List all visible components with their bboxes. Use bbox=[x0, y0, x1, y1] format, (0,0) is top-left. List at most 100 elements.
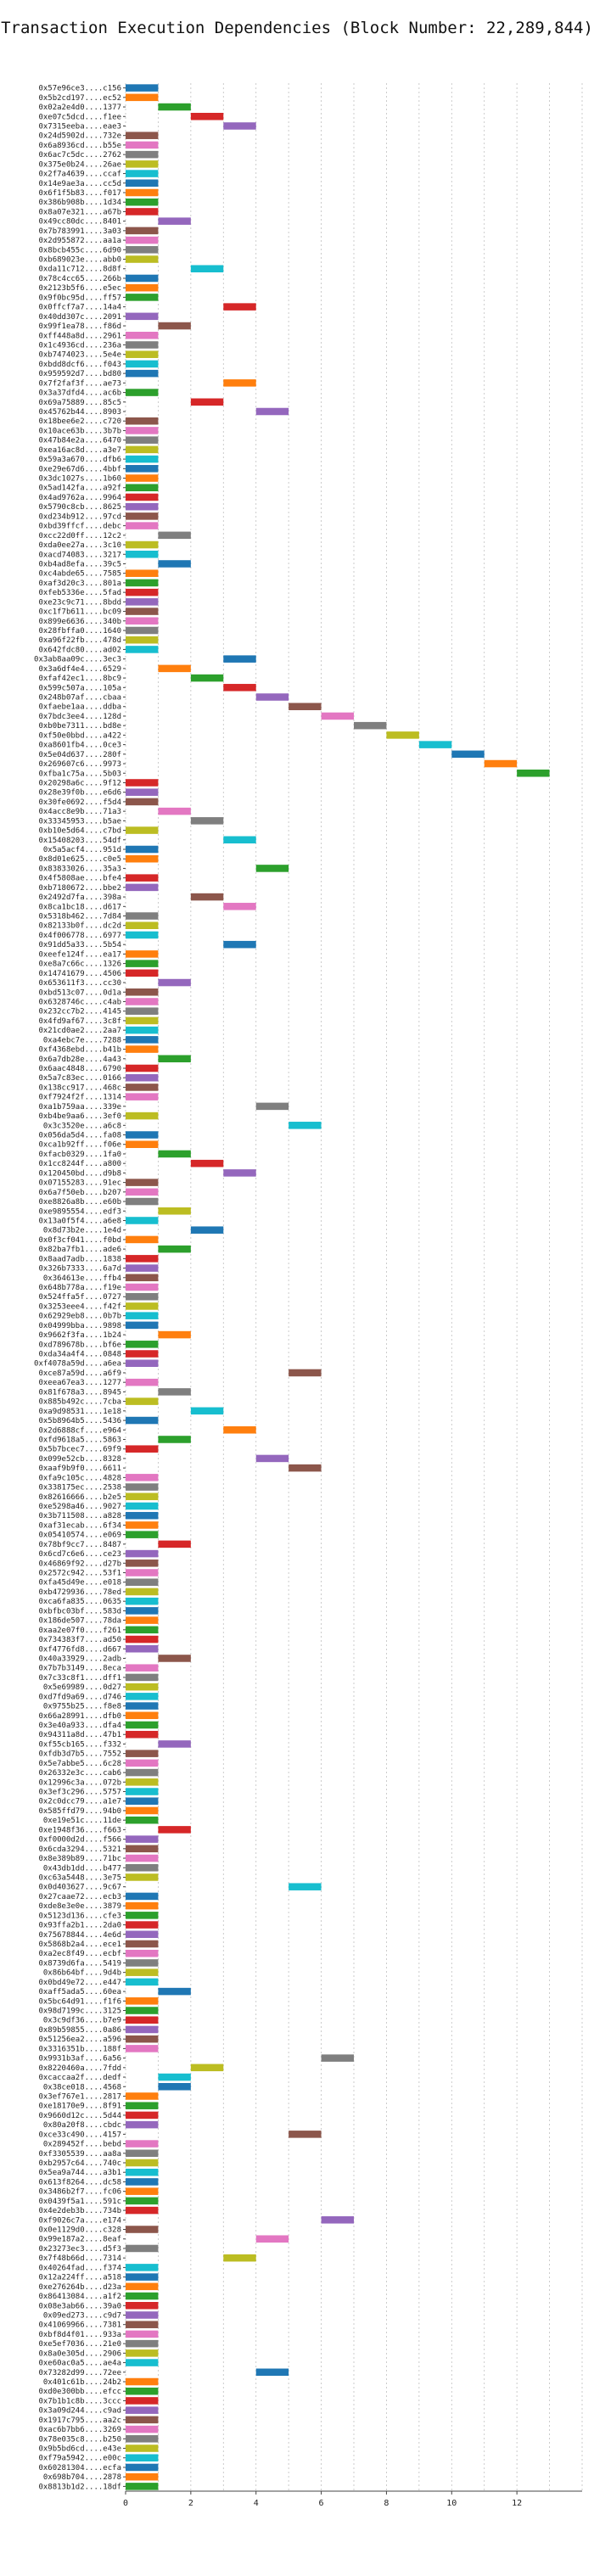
transaction-bar bbox=[158, 1826, 191, 1834]
y-tick-label: 0xacd74083....3217 bbox=[38, 551, 121, 559]
transaction-bar bbox=[484, 759, 518, 768]
transaction-bar bbox=[126, 2292, 159, 2300]
y-tick-label: 0x0d403627....9c67 bbox=[38, 1884, 121, 1892]
transaction-bar bbox=[126, 2045, 159, 2052]
y-tick-label: 0x12996c3a....072b bbox=[38, 1778, 121, 1787]
y-tick-label: 0x6cd7c6e6....ce23 bbox=[38, 1550, 121, 1559]
transaction-bar bbox=[126, 883, 159, 892]
y-tick-label: 0xe9895554....edf3 bbox=[38, 1207, 121, 1216]
transaction-bar bbox=[126, 2416, 159, 2424]
y-tick-label: 0x648b778a....f19e bbox=[38, 1284, 121, 1292]
y-tick-label: 0x1cc8244f....a800 bbox=[38, 1160, 121, 1168]
y-tick-label: 0x5123d136....cfe3 bbox=[38, 1912, 121, 1920]
y-tick-label: 0xe8826a8b....e60b bbox=[38, 1198, 121, 1207]
y-tick-label: 0x6a7db28e....4a43 bbox=[38, 1056, 121, 1064]
y-tick-label: 0x78c4cc65....266b bbox=[38, 275, 121, 283]
transaction-bar bbox=[126, 1759, 159, 1767]
transaction-bar bbox=[126, 1007, 159, 1015]
y-tick-label: 0x4ad9762a....9964 bbox=[38, 494, 121, 502]
y-tick-label: 0x23273ec3....d5f3 bbox=[38, 2245, 121, 2254]
y-tick-label: 0xfba1c75a....5b03 bbox=[38, 770, 121, 778]
y-tick-label: 0x45762b44....8903 bbox=[38, 408, 121, 417]
transaction-bar bbox=[126, 1778, 159, 1786]
y-tick-label: 0x33345953....b5ae bbox=[38, 817, 121, 826]
y-tick-label: 0xf0000d2d....f566 bbox=[38, 1836, 121, 1845]
y-tick-label: 0x24d5902d....732e bbox=[38, 132, 121, 141]
transaction-bar bbox=[158, 103, 191, 111]
y-tick-label: 0xf3305539....aa8a bbox=[38, 2150, 121, 2159]
y-tick-label: 0x3316351b....188f bbox=[38, 2045, 121, 2053]
transaction-bar bbox=[126, 312, 159, 321]
y-tick-label: 0x3c9df36....b7e9 bbox=[43, 2017, 121, 2025]
y-tick-label: 0xb7474023....5e4e bbox=[38, 351, 121, 360]
transaction-bar bbox=[255, 2235, 289, 2243]
transaction-bar bbox=[126, 912, 159, 920]
y-tick-label: 0xbdd8dcf6....f043 bbox=[38, 361, 121, 369]
transaction-bar bbox=[126, 465, 159, 473]
transaction-bar bbox=[126, 598, 159, 606]
transaction-bar bbox=[126, 236, 159, 244]
transaction-bar bbox=[126, 540, 159, 549]
y-tick-label: 0x60281304....ecfa bbox=[38, 2464, 121, 2472]
transaction-bar bbox=[126, 2197, 159, 2205]
transaction-bar bbox=[126, 2377, 159, 2386]
y-tick-label: 0xaff5ada5....60ea bbox=[38, 1988, 121, 1996]
y-tick-label: 0x2d955872....aa1a bbox=[38, 237, 121, 245]
transaction-bar bbox=[386, 731, 419, 739]
transaction-bar bbox=[126, 255, 159, 263]
y-tick-label: 0x8e389b89....71bc bbox=[38, 1855, 121, 1863]
y-tick-label: 0x3ef3c296....5757 bbox=[38, 1789, 121, 1797]
transaction-bar bbox=[126, 1912, 159, 1919]
y-tick-label: 0xfaf42ec1....8bc9 bbox=[38, 675, 121, 683]
y-tick-label: 0x93ffa2b1....2da0 bbox=[38, 1922, 121, 1930]
y-tick-label: 0x82133b0f....dc2d bbox=[38, 922, 121, 931]
y-tick-label: 0xd0e300bb....efcc bbox=[38, 2388, 121, 2396]
transaction-bar bbox=[126, 2111, 159, 2120]
y-tick-label: 0xf55cb165....f332 bbox=[38, 1740, 121, 1749]
y-tick-label: 0xd789678b....bf6e bbox=[38, 1341, 121, 1349]
y-tick-label: 0xe1948f36....f663 bbox=[38, 1826, 121, 1834]
transaction-bar bbox=[223, 122, 256, 130]
transaction-bar bbox=[126, 2102, 159, 2109]
y-tick-label: 0x20298a6c....9f12 bbox=[38, 779, 121, 787]
transaction-bar bbox=[126, 636, 159, 644]
transaction-bar bbox=[126, 1683, 159, 1691]
transaction-bar bbox=[126, 779, 159, 787]
transaction-bar bbox=[126, 2206, 159, 2215]
y-tick-label: 0x375e0b24....26ae bbox=[38, 160, 121, 169]
y-tick-label: 0x40dd307c....2091 bbox=[38, 313, 121, 322]
transaction-bar bbox=[126, 874, 159, 882]
transaction-bar bbox=[126, 208, 159, 216]
y-tick-label: 0xe18170e9....8f91 bbox=[38, 2103, 121, 2111]
y-tick-label: 0x8aad7adb....1838 bbox=[38, 1255, 121, 1263]
transaction-bar bbox=[126, 626, 159, 635]
y-tick-label: 0x3ef767e1....2817 bbox=[38, 2092, 121, 2101]
y-tick-label: 0xda34a4f4....0848 bbox=[38, 1351, 121, 1359]
transaction-bar bbox=[126, 788, 159, 796]
transaction-bar bbox=[158, 1207, 191, 1215]
y-tick-label: 0x8220460a....7fdd bbox=[38, 2064, 121, 2073]
y-tick-label: 0x698b704....2878 bbox=[43, 2473, 121, 2482]
transaction-bar bbox=[126, 1607, 159, 1615]
y-tick-label: 0x6a7f50eb....b207 bbox=[38, 1189, 121, 1197]
transaction-bar bbox=[126, 608, 159, 615]
transaction-bar bbox=[126, 1673, 159, 1682]
y-tick-label: 0xfaebe1aa....ddba bbox=[38, 703, 121, 712]
transaction-bar bbox=[126, 1511, 159, 1520]
y-tick-label: 0x89b59855....0a86 bbox=[38, 2026, 121, 2035]
transaction-bar bbox=[126, 1949, 159, 1957]
transaction-bar bbox=[126, 1959, 159, 1967]
y-tick-label: 0x0bd49e72....e447 bbox=[38, 1979, 121, 1987]
y-tick-label: 0x07155283....91ec bbox=[38, 1179, 121, 1188]
y-tick-label: 0x86b64bf....9d4b bbox=[43, 1969, 121, 1978]
x-tick-label: 8 bbox=[384, 2499, 389, 2508]
transaction-bar bbox=[255, 865, 289, 872]
transaction-bar bbox=[158, 560, 191, 568]
x-tick-label: 2 bbox=[188, 2499, 193, 2508]
transaction-bar bbox=[126, 2463, 159, 2472]
transaction-bar bbox=[126, 798, 159, 806]
transaction-bar bbox=[158, 1655, 191, 1662]
transaction-bar bbox=[126, 1350, 159, 1358]
transaction-bar bbox=[321, 2216, 354, 2224]
y-tick-label: 0xd234b912....97cd bbox=[38, 512, 121, 521]
